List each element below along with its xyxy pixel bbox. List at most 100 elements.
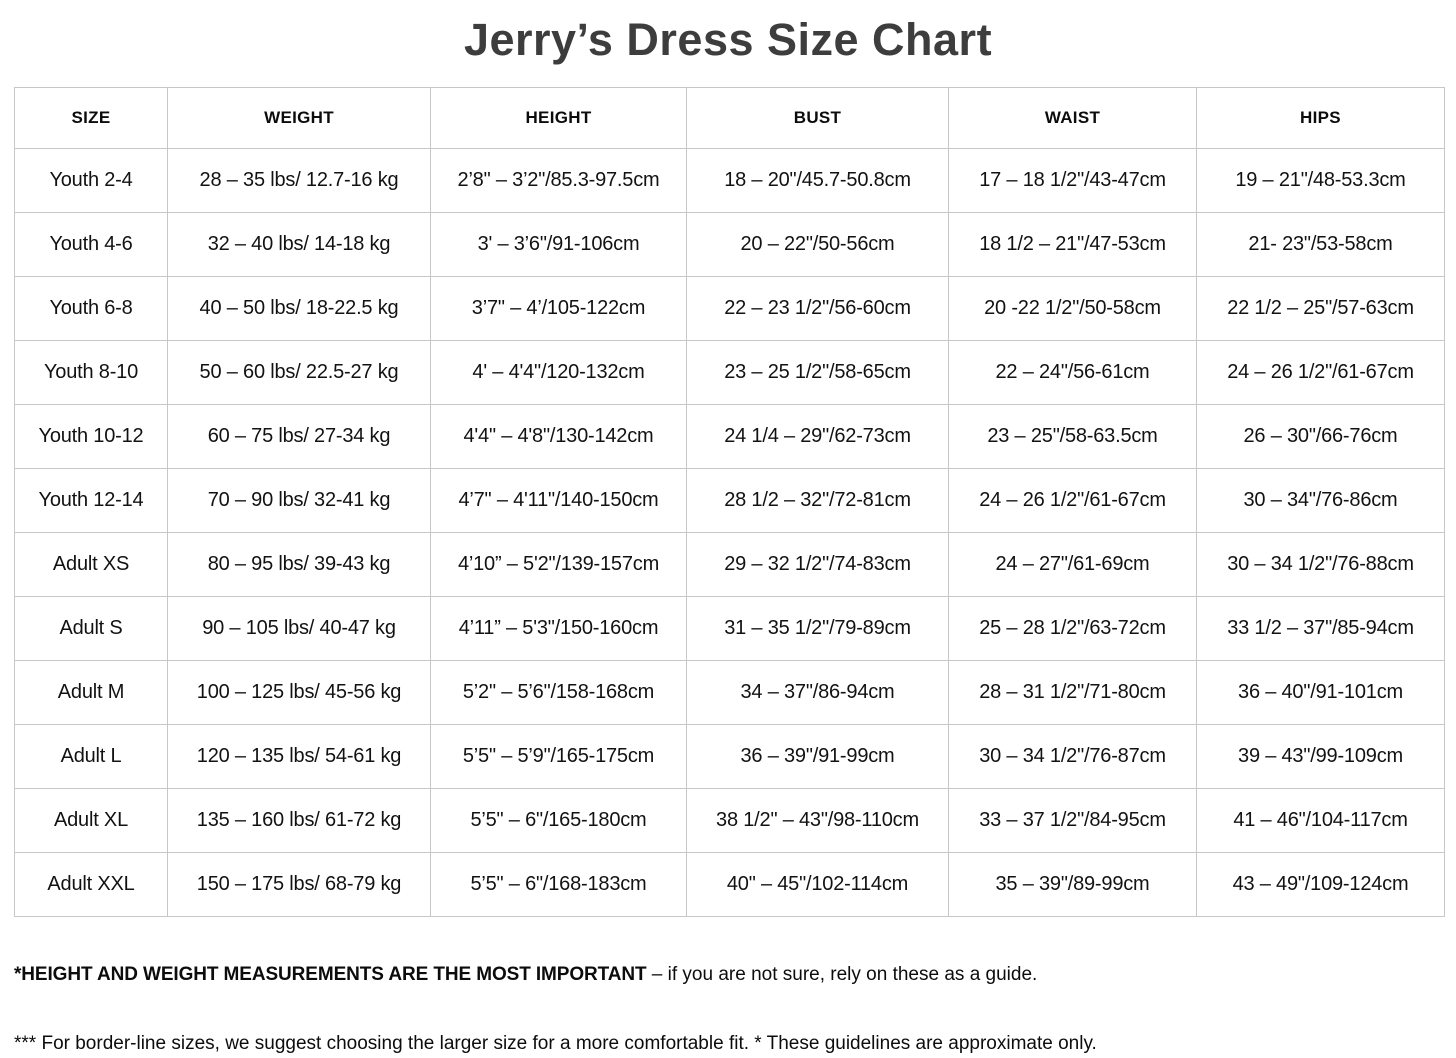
measurement-cell: 20 – 22"/50-56cm [686, 211, 949, 277]
measurement-cell: 24 – 26 1/2"/61-67cm [948, 467, 1197, 533]
measurement-cell: 21- 23"/53-58cm [1196, 211, 1445, 277]
measurement-cell: 40 – 50 lbs/ 18-22.5 kg [167, 275, 431, 341]
measurement-cell: 36 – 39"/91-99cm [686, 723, 949, 789]
column-header-hips: HIPS [1196, 86, 1445, 149]
measurement-cell: 5’5" – 5’9"/165-175cm [430, 723, 687, 789]
note-borderline-sizes: *** For border-line sizes, we suggest ch… [14, 1033, 1097, 1055]
measurement-cell: 26 – 30"/66-76cm [1196, 403, 1445, 469]
measurement-cell: 18 – 20"/45.7-50.8cm [686, 147, 949, 213]
measurement-cell: 23 – 25 1/2"/58-65cm [686, 339, 949, 405]
measurement-cell: 24 – 27"/61-69cm [948, 531, 1197, 597]
page-title: Jerry’s Dress Size Chart [463, 14, 993, 65]
header-row: SIZE WEIGHT HEIGHT BUST WAIST HIPS [14, 86, 1445, 149]
measurement-cell: 19 – 21"/48-53.3cm [1196, 147, 1445, 213]
measurement-cell: 36 – 40"/91-101cm [1196, 659, 1445, 725]
measurement-cell: 4’11” – 5'3"/150-160cm [430, 595, 687, 661]
column-header-height: HEIGHT [430, 86, 687, 149]
measurement-cell: 24 – 26 1/2"/61-67cm [1196, 339, 1445, 405]
measurement-cell: 4'4" – 4'8"/130-142cm [430, 403, 687, 469]
measurement-cell: 31 – 35 1/2"/79-89cm [686, 595, 949, 661]
size-label-cell: Adult S [14, 595, 168, 661]
measurement-cell: 60 – 75 lbs/ 27-34 kg [167, 403, 431, 469]
table-row: Adult XS 80 – 95 lbs/ 39-43 kg 4’10” – 5'2… [14, 531, 1445, 597]
footnotes: *HEIGHT AND WEIGHT MEASUREMENTS ARE THE … [14, 963, 1442, 1057]
size-label-cell: Adult XS [14, 531, 168, 597]
measurement-cell: 30 – 34"/76-86cm [1196, 467, 1445, 533]
note-height-weight-bold: *HEIGHT AND WEIGHT MEASUREMENTS ARE THE … [14, 963, 647, 985]
table-row: Adult M 100 – 125 lbs/ 45-56 kg 5’2" – 5’6… [14, 659, 1445, 725]
measurement-cell: 20 -22 1/2"/50-58cm [948, 275, 1197, 341]
table-row: Youth 2-4 28 – 35 lbs/ 12.7-16 kg 2’8" – 3… [14, 147, 1445, 213]
size-label-cell: Adult XL [14, 787, 168, 853]
measurement-cell: 3' – 3’6"/91-106cm [430, 211, 687, 277]
size-label-cell: Adult M [14, 659, 168, 725]
table-row: Adult XL 135 – 160 lbs/ 61-72 kg 5’5" – 6"… [14, 787, 1445, 853]
measurement-cell: 43 – 49"/109-124cm [1196, 851, 1445, 917]
measurement-cell: 22 1/2 – 25"/57-63cm [1196, 275, 1445, 341]
size-label-cell: Youth 2-4 [14, 147, 168, 213]
measurement-cell: 4' – 4'4"/120-132cm [430, 339, 687, 405]
column-header-waist: WAIST [948, 86, 1197, 149]
table-row: Adult L 120 – 135 lbs/ 54-61 kg 5’5" – 5’9… [14, 723, 1445, 789]
measurement-cell: 22 – 23 1/2"/56-60cm [686, 275, 949, 341]
measurement-cell: 38 1/2" – 43"/98-110cm [686, 787, 949, 853]
measurement-cell: 5’5" – 6"/165-180cm [430, 787, 687, 853]
measurement-cell: 33 – 37 1/2"/84-95cm [948, 787, 1197, 853]
size-label-cell: Adult L [14, 723, 168, 789]
table-row: Youth 12-14 70 – 90 lbs/ 32-41 kg 4’7" – 4… [14, 467, 1445, 533]
measurement-cell: 25 – 28 1/2"/63-72cm [948, 595, 1197, 661]
measurement-cell: 32 – 40 lbs/ 14-18 kg [167, 211, 431, 277]
measurement-cell: 28 1/2 – 32"/72-81cm [686, 467, 949, 533]
measurement-cell: 50 – 60 lbs/ 22.5-27 kg [167, 339, 431, 405]
table-body: Youth 2-4 28 – 35 lbs/ 12.7-16 kg 2’8" – 3… [14, 147, 1445, 917]
table-row: Youth 4-6 32 – 40 lbs/ 14-18 kg 3' – 3’6"/… [14, 211, 1445, 277]
column-header-bust: BUST [686, 86, 949, 149]
measurement-cell: 29 – 32 1/2"/74-83cm [686, 531, 949, 597]
measurement-cell: 90 – 105 lbs/ 40-47 kg [167, 595, 431, 661]
size-chart-table: SIZE WEIGHT HEIGHT BUST WAIST HIPS Youth 2-4 2… [14, 86, 1445, 917]
measurement-cell: 24 1/4 – 29"/62-73cm [686, 403, 949, 469]
size-label-cell: Youth 12-14 [14, 467, 168, 533]
table-row: Adult XXL 150 – 175 lbs/ 68-79 kg 5’5" – 6… [14, 851, 1445, 917]
measurement-cell: 5’5" – 6"/168-183cm [430, 851, 687, 917]
measurement-cell: 17 – 18 1/2"/43-47cm [948, 147, 1197, 213]
table-row: Youth 8-10 50 – 60 lbs/ 22.5-27 kg 4' – 4'… [14, 339, 1445, 405]
measurement-cell: 18 1/2 – 21"/47-53cm [948, 211, 1197, 277]
measurement-cell: 120 – 135 lbs/ 54-61 kg [167, 723, 431, 789]
measurement-cell: 41 – 46"/104-117cm [1196, 787, 1445, 853]
measurement-cell: 5’2" – 5’6"/158-168cm [430, 659, 687, 725]
note-height-weight-rest: – if you are not sure, rely on these as … [646, 963, 1038, 985]
measurement-cell: 23 – 25"/58-63.5cm [948, 403, 1197, 469]
measurement-cell: 33 1/2 – 37"/85-94cm [1196, 595, 1445, 661]
measurement-cell: 35 – 39"/89-99cm [948, 851, 1197, 917]
measurement-cell: 70 – 90 lbs/ 32-41 kg [167, 467, 431, 533]
note-height-weight: *HEIGHT AND WEIGHT MEASUREMENTS ARE THE … [14, 963, 1442, 988]
table-row: Youth 6-8 40 – 50 lbs/ 18-22.5 kg 3’7" – 4… [14, 275, 1445, 341]
measurement-cell: 30 – 34 1/2"/76-88cm [1196, 531, 1445, 597]
measurement-cell: 30 – 34 1/2"/76-87cm [948, 723, 1197, 789]
size-label-cell: Adult XXL [14, 851, 168, 917]
size-label-cell: Youth 8-10 [14, 339, 168, 405]
table-row: Adult S 90 – 105 lbs/ 40-47 kg 4’11” – 5'3… [14, 595, 1445, 661]
measurement-cell: 4’10” – 5'2"/139-157cm [430, 531, 687, 597]
column-header-weight: WEIGHT [167, 86, 431, 149]
measurement-cell: 80 – 95 lbs/ 39-43 kg [167, 531, 431, 597]
measurement-cell: 4’7" – 4'11"/140-150cm [430, 467, 687, 533]
measurement-cell: 39 – 43"/99-109cm [1196, 723, 1445, 789]
measurement-cell: 28 – 35 lbs/ 12.7-16 kg [167, 147, 431, 213]
size-label-cell: Youth 4-6 [14, 211, 168, 277]
measurement-cell: 28 – 31 1/2"/71-80cm [948, 659, 1197, 725]
measurement-cell: 40" – 45"/102-114cm [686, 851, 949, 917]
measurement-cell: 2’8" – 3’2"/85.3-97.5cm [430, 147, 687, 213]
measurement-cell: 100 – 125 lbs/ 45-56 kg [167, 659, 431, 725]
measurement-cell: 135 – 160 lbs/ 61-72 kg [167, 787, 431, 853]
column-header-size: SIZE [14, 86, 168, 149]
measurement-cell: 22 – 24"/56-61cm [948, 339, 1197, 405]
size-label-cell: Youth 6-8 [14, 275, 168, 341]
size-label-cell: Youth 10-12 [14, 403, 168, 469]
measurement-cell: 150 – 175 lbs/ 68-79 kg [167, 851, 431, 917]
measurement-cell: 3’7" – 4’/105-122cm [430, 275, 687, 341]
table-row: Youth 10-12 60 – 75 lbs/ 27-34 kg 4'4" – 4… [14, 403, 1445, 469]
measurement-cell: 34 – 37"/86-94cm [686, 659, 949, 725]
